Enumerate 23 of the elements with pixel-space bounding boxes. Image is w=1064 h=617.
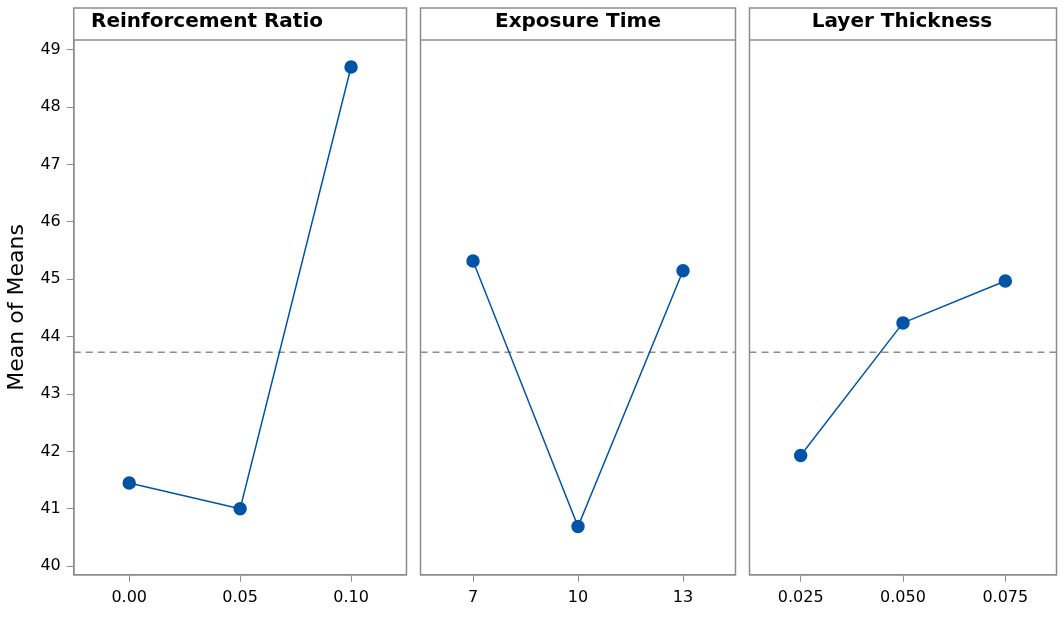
x-tick-label: 0.05 <box>222 586 258 606</box>
y-axis-title: Mean of Means <box>2 224 28 391</box>
x-tick-label: 10 <box>567 586 589 606</box>
y-tick-label: 47 <box>40 153 61 173</box>
chart-title: Reinforcement Ratio <box>90 8 324 33</box>
y-tick-label: 44 <box>40 325 61 345</box>
y-tick-label: 42 <box>40 440 61 460</box>
x-tick-label: 0.075 <box>982 586 1029 606</box>
chart-title: Layer Thickness <box>811 8 993 33</box>
y-tick-label: 41 <box>40 497 61 517</box>
x-tick-label: 0.10 <box>333 586 369 606</box>
chart-title: Exposure Time <box>494 8 662 33</box>
x-tick-label: 0.00 <box>111 586 148 606</box>
x-tick-label: 0.025 <box>777 586 824 606</box>
x-tick-label: 13 <box>672 586 694 606</box>
y-tick-label: 49 <box>40 38 61 58</box>
x-tick-label: 0.050 <box>880 586 926 606</box>
y-tick-label: 48 <box>40 96 61 116</box>
x-tick-label: 7 <box>467 586 479 606</box>
y-tick-label: 43 <box>40 383 61 403</box>
y-tick-label: 46 <box>40 211 61 231</box>
y-tick-label: 45 <box>40 268 61 288</box>
y-tick-label: 40 <box>40 555 61 575</box>
